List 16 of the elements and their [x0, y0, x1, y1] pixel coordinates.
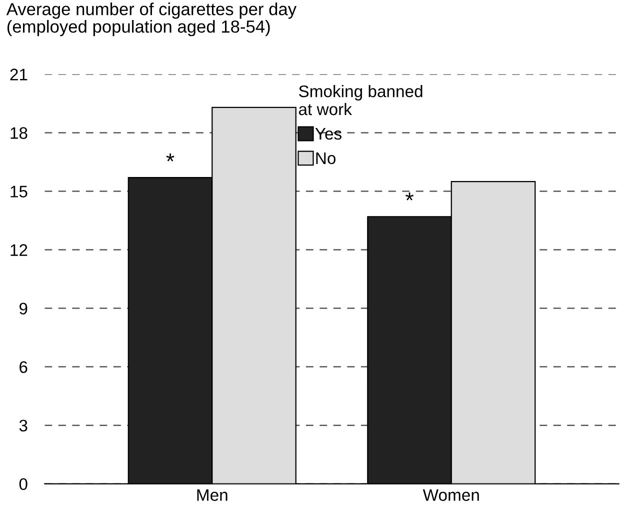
y-tick-label: 6	[20, 361, 28, 374]
legend-title: Smoking banned at work	[298, 85, 422, 116]
y-tick-label: 18	[10, 127, 28, 139]
y-tick-label: 0	[19, 478, 28, 490]
y-tick-label: 15	[10, 186, 28, 198]
annotation: *	[166, 154, 174, 162]
chart-title: Average number of cigarettes per day (employed population aged 18-54)	[6, 2, 297, 36]
y-tick-label: 3	[19, 420, 28, 432]
annotation: *	[406, 192, 414, 200]
y-tick-label: 9	[20, 302, 28, 314]
legend-label: Yes	[315, 128, 342, 140]
y-tick-label: 12	[10, 244, 28, 256]
y-tick-label: 21	[10, 68, 28, 80]
x-tick-label: Men	[197, 489, 228, 501]
legend-label: No	[316, 152, 336, 164]
x-tick-label: Women	[422, 489, 479, 501]
